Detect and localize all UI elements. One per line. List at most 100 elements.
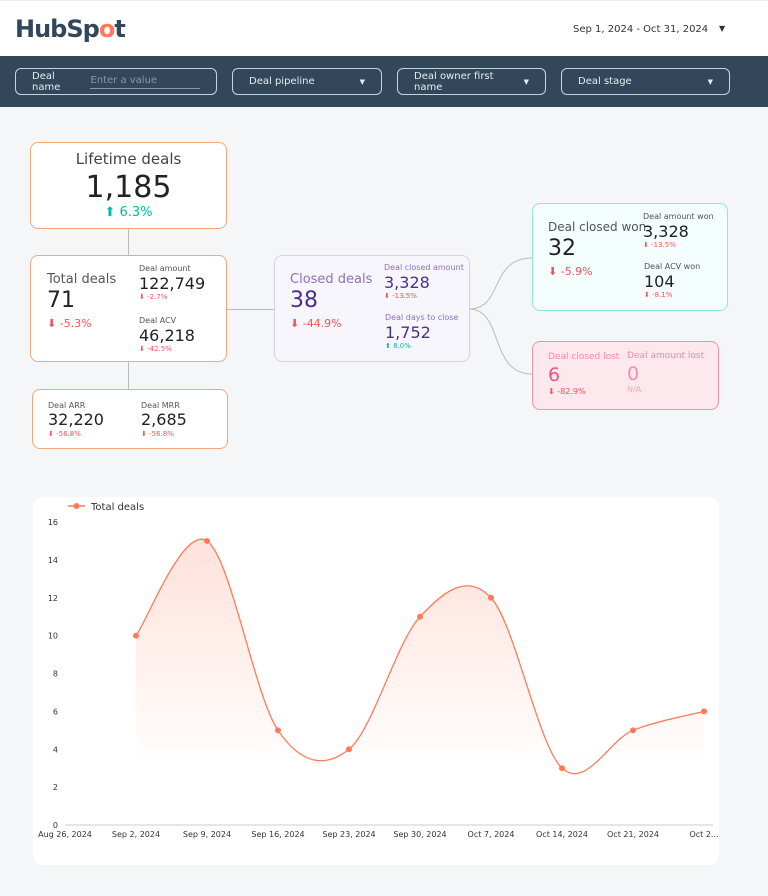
deal-amount-label: Deal amount <box>139 264 191 273</box>
dropdown-label: Deal stage <box>578 76 632 87</box>
deal-name-filter[interactable]: Deal name Enter a value <box>15 68 217 95</box>
amount-lost-value: 0 <box>627 363 640 385</box>
arrow-up-icon: ⬆ <box>104 205 116 220</box>
date-range-picker[interactable]: Sep 1, 2024 - Oct 31, 2024 <box>573 24 709 35</box>
change-text: -8.1% <box>652 291 673 299</box>
data-point <box>630 727 636 734</box>
data-point <box>204 537 210 544</box>
header: HubSpot Sep 1, 2024 - Oct 31, 2024 ▼ <box>0 0 768 56</box>
y-tick-label: 2 <box>53 783 58 792</box>
y-tick-label: 12 <box>48 594 58 603</box>
acv-won-label: Deal ACV won <box>644 262 701 271</box>
deal-owner-dropdown[interactable]: Deal owner first name ▼ <box>397 68 546 95</box>
change-text: -56.8% <box>56 430 81 438</box>
deal-name-input[interactable]: Enter a value <box>90 75 200 89</box>
x-tick-label: Sep 30, 2024 <box>393 830 446 839</box>
mrr-value: 2,685 <box>141 410 187 429</box>
connector <box>128 229 129 255</box>
card-value: 6 <box>548 364 561 386</box>
x-tick-label: Sep 23, 2024 <box>322 830 375 839</box>
card-value: 71 <box>47 288 75 313</box>
card-title: Lifetime deals <box>75 150 182 168</box>
change-text: -5.3% <box>59 317 92 330</box>
arr-value: 32,220 <box>48 410 104 429</box>
y-tick-label: 0 <box>53 821 58 830</box>
deal-amount-value: 122,749 <box>139 274 206 293</box>
data-point <box>488 594 494 601</box>
amount-lost-label: Deal amount lost <box>627 351 705 361</box>
card-title: Deal closed won <box>548 220 647 234</box>
x-tick-label: Oct 2... <box>689 830 718 839</box>
change-text: -13.5% <box>392 292 417 300</box>
x-tick-label: Sep 2, 2024 <box>112 830 160 839</box>
card-change: ⬇ -5.3% <box>47 317 92 330</box>
days-to-close-value: 1,752 <box>385 323 431 342</box>
change-text: 8.0% <box>393 342 411 350</box>
y-tick-label: 4 <box>53 745 58 754</box>
connector <box>227 309 274 310</box>
series-line <box>135 538 705 775</box>
data-point <box>417 613 423 620</box>
caret-down-icon: ▼ <box>359 77 365 86</box>
deal-pipeline-dropdown[interactable]: Deal pipeline ▼ <box>232 68 382 95</box>
closed-amount-value: 3,328 <box>384 273 430 292</box>
x-tick-label: Oct 14, 2024 <box>536 830 588 839</box>
closed-lost-card: Deal closed lost 6 ⬇ -82.9% Deal amount … <box>532 341 719 410</box>
closed-amount-label: Deal closed amount <box>384 263 464 272</box>
data-point <box>275 727 281 734</box>
hubspot-logo: HubSpot <box>15 15 126 43</box>
change-text: -56.8% <box>149 430 174 438</box>
mrr-label: Deal MRR <box>141 401 180 410</box>
x-tick-label: Sep 9, 2024 <box>183 830 231 839</box>
data-point <box>701 708 707 715</box>
closed-won-card: Deal closed won 32 ⬇ -5.9% Deal amount w… <box>532 203 728 311</box>
connector-curves <box>469 257 533 375</box>
card-title: Total deals <box>47 272 117 287</box>
change-text: -44.9% <box>302 317 342 330</box>
chart-svg: Total deals 0 2 4 6 8 10 12 14 16 Aug 26, 2024 Sep… <box>38 502 718 839</box>
filter-bar: Deal name Enter a value Deal pipeline ▼ D… <box>0 56 768 107</box>
y-tick-label: 10 <box>48 632 58 641</box>
card-value: 38 <box>290 288 318 313</box>
change-text: -5.9% <box>560 265 593 278</box>
caret-down-icon: ▼ <box>707 77 713 86</box>
dropdown-label: Deal owner first name <box>414 70 494 93</box>
x-tick-label: Oct 21, 2024 <box>607 830 659 839</box>
deal-acv-value: 46,218 <box>139 326 195 345</box>
amount-won-value: 3,328 <box>643 222 689 241</box>
amount-won-label: Deal amount won <box>643 212 714 221</box>
change-text: -13.5% <box>651 241 676 249</box>
recurring-revenue-card: Deal ARR 32,220 ⬇ -56.8% Deal MRR 2,685 … <box>32 389 228 449</box>
data-point <box>559 765 565 772</box>
card-value: 32 <box>548 236 576 261</box>
x-tick-label: Aug 26, 2024 <box>38 830 92 839</box>
amount-lost-change: N/A <box>627 385 642 394</box>
series-area <box>136 539 704 774</box>
change-text: -2.7% <box>147 293 168 301</box>
data-point <box>133 632 139 639</box>
deal-stage-dropdown[interactable]: Deal stage ▼ <box>561 68 730 95</box>
deal-name-label: Deal name <box>32 70 61 93</box>
x-tick-label: Oct 7, 2024 <box>468 830 515 839</box>
card-change: 6.3% <box>119 205 153 220</box>
total-deals-card: Total deals 71 ⬇ -5.3% Deal amount 122,7… <box>30 255 227 362</box>
deal-acv-label: Deal ACV <box>139 316 177 325</box>
caret-down-icon: ▼ <box>523 77 529 86</box>
legend-marker <box>73 503 80 509</box>
caret-down-icon[interactable]: ▼ <box>719 24 726 33</box>
data-point <box>346 746 352 753</box>
change-text: -82.9% <box>557 387 586 396</box>
dropdown-label: Deal pipeline <box>249 76 315 87</box>
total-deals-chart: Total deals 0 2 4 6 8 10 12 14 16 Aug 26, 2024 Sep… <box>33 497 719 865</box>
y-tick-label: 6 <box>53 707 58 716</box>
days-to-close-label: Deal days to close <box>385 313 459 322</box>
y-tick-label: 14 <box>48 556 58 565</box>
card-title: Deal closed lost <box>548 352 620 362</box>
lifetime-deals-card: Lifetime deals 1,185 ⬆ 6.3% <box>30 142 227 229</box>
y-tick-label: 16 <box>48 518 58 527</box>
legend-label[interactable]: Total deals <box>90 502 144 513</box>
card-title: Closed deals <box>290 272 373 287</box>
x-tick-label: Sep 16, 2024 <box>251 830 304 839</box>
connector <box>128 362 129 390</box>
change-text: -42.5% <box>147 345 172 353</box>
